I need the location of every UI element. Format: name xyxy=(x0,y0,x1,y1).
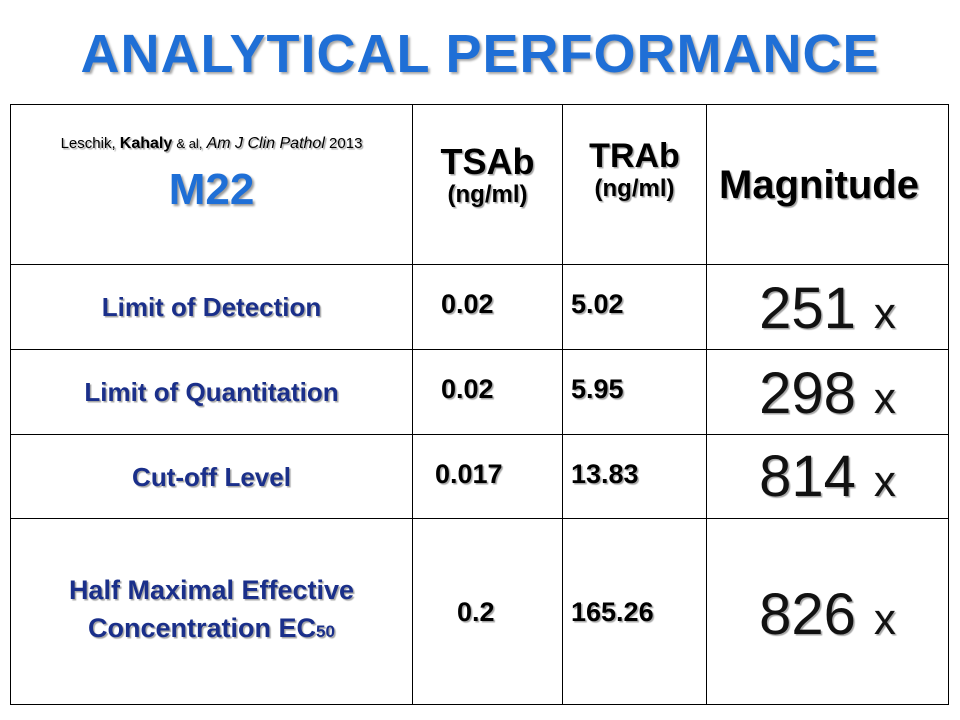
magnitude-number: 826 xyxy=(759,582,856,647)
trab-label: TRAb xyxy=(589,137,680,175)
trab-cell: 5.02 xyxy=(562,264,707,350)
citation-journal: Am J Clin Pathol xyxy=(206,135,325,152)
tsab-heading: TSAb (ng/ml) xyxy=(413,143,562,209)
row-label-cell: Half Maximal Effective Concentration EC5… xyxy=(10,518,413,705)
header-cell-tsab: TSAb (ng/ml) xyxy=(412,104,563,265)
row-label: Limit of Detection xyxy=(101,292,322,322)
header-cell-trab: TRAb (ng/ml) xyxy=(562,104,707,265)
magnitude-cell: 251 x xyxy=(706,264,949,350)
magnitude-suffix: x xyxy=(873,374,896,423)
magnitude-cell: 826 x xyxy=(706,518,949,705)
tsab-cell: 0.02 xyxy=(412,349,563,435)
antibody-name: M22 xyxy=(168,165,255,214)
table-row: Limit of Quantitation 0.02 5.95 298 x xyxy=(10,349,949,435)
performance-table: Leschik, Kahaly & al, Am J Clin Pathol 2… xyxy=(10,104,949,705)
trab-cell: 5.95 xyxy=(562,349,707,435)
row-label-line2: Concentration EC xyxy=(88,613,317,643)
citation-etal: & al, xyxy=(176,136,203,151)
row-label-cell: Limit of Quantitation xyxy=(10,349,413,435)
tsab-value: 0.2 xyxy=(457,597,495,627)
tsab-unit: (ng/ml) xyxy=(447,181,528,208)
magnitude-value: 814 x xyxy=(707,445,948,514)
header-row: Leschik, Kahaly & al, Am J Clin Pathol 2… xyxy=(10,104,949,265)
magnitude-value: 298 x xyxy=(707,362,948,431)
magnitude-suffix: x xyxy=(873,457,896,506)
tsab-value: 0.02 xyxy=(441,289,494,319)
citation-year: 2013 xyxy=(329,135,363,152)
tsab-cell: 0.2 xyxy=(412,518,563,705)
tsab-value: 0.017 xyxy=(435,459,503,489)
trab-cell: 13.83 xyxy=(562,434,707,519)
tsab-cell: 0.017 xyxy=(412,434,563,519)
row-label: Half Maximal Effective Concentration EC5… xyxy=(11,571,412,651)
magnitude-number: 298 xyxy=(759,361,856,426)
trab-value: 5.95 xyxy=(571,374,624,404)
trab-unit: (ng/ml) xyxy=(594,175,675,202)
magnitude-suffix: x xyxy=(873,595,896,644)
citation-author2: Kahaly xyxy=(119,135,173,152)
magnitude-number: 814 xyxy=(759,444,856,509)
magnitude-suffix: x xyxy=(873,289,896,338)
trab-value: 5.02 xyxy=(571,289,624,319)
row-label-line1: Half Maximal Effective xyxy=(68,575,355,605)
magnitude-heading: Magnitude xyxy=(719,163,919,207)
magnitude-value: 251 x xyxy=(707,277,948,346)
trab-value: 165.26 xyxy=(571,597,654,627)
row-label: Cut-off Level xyxy=(132,462,291,492)
row-label-cell: Cut-off Level xyxy=(10,434,413,519)
magnitude-value: 826 x xyxy=(707,583,948,652)
tsab-value: 0.02 xyxy=(441,374,494,404)
tsab-label: TSAb xyxy=(440,141,535,182)
tsab-cell: 0.02 xyxy=(412,264,563,350)
row-label-cell: Limit of Detection xyxy=(10,264,413,350)
citation: Leschik, Kahaly & al, Am J Clin Pathol 2… xyxy=(11,135,412,153)
row-label-subscript: 50 xyxy=(316,622,335,641)
trab-value: 13.83 xyxy=(571,459,639,489)
header-cell-magnitude: Magnitude xyxy=(706,104,949,265)
table-row: Limit of Detection 0.02 5.02 251 x xyxy=(10,264,949,350)
magnitude-cell: 298 x xyxy=(706,349,949,435)
header-cell-source: Leschik, Kahaly & al, Am J Clin Pathol 2… xyxy=(10,104,413,265)
row-label: Limit of Quantitation xyxy=(84,377,339,407)
trab-cell: 165.26 xyxy=(562,518,707,705)
magnitude-cell: 814 x xyxy=(706,434,949,519)
magnitude-number: 251 xyxy=(759,276,856,341)
trab-heading: TRAb (ng/ml) xyxy=(563,137,706,203)
table-row: Half Maximal Effective Concentration EC5… xyxy=(10,518,949,705)
citation-author1: Leschik, xyxy=(60,135,116,152)
page-title: ANALYTICAL PERFORMANCE xyxy=(80,24,880,84)
table-row: Cut-off Level 0.017 13.83 814 x xyxy=(10,434,949,519)
